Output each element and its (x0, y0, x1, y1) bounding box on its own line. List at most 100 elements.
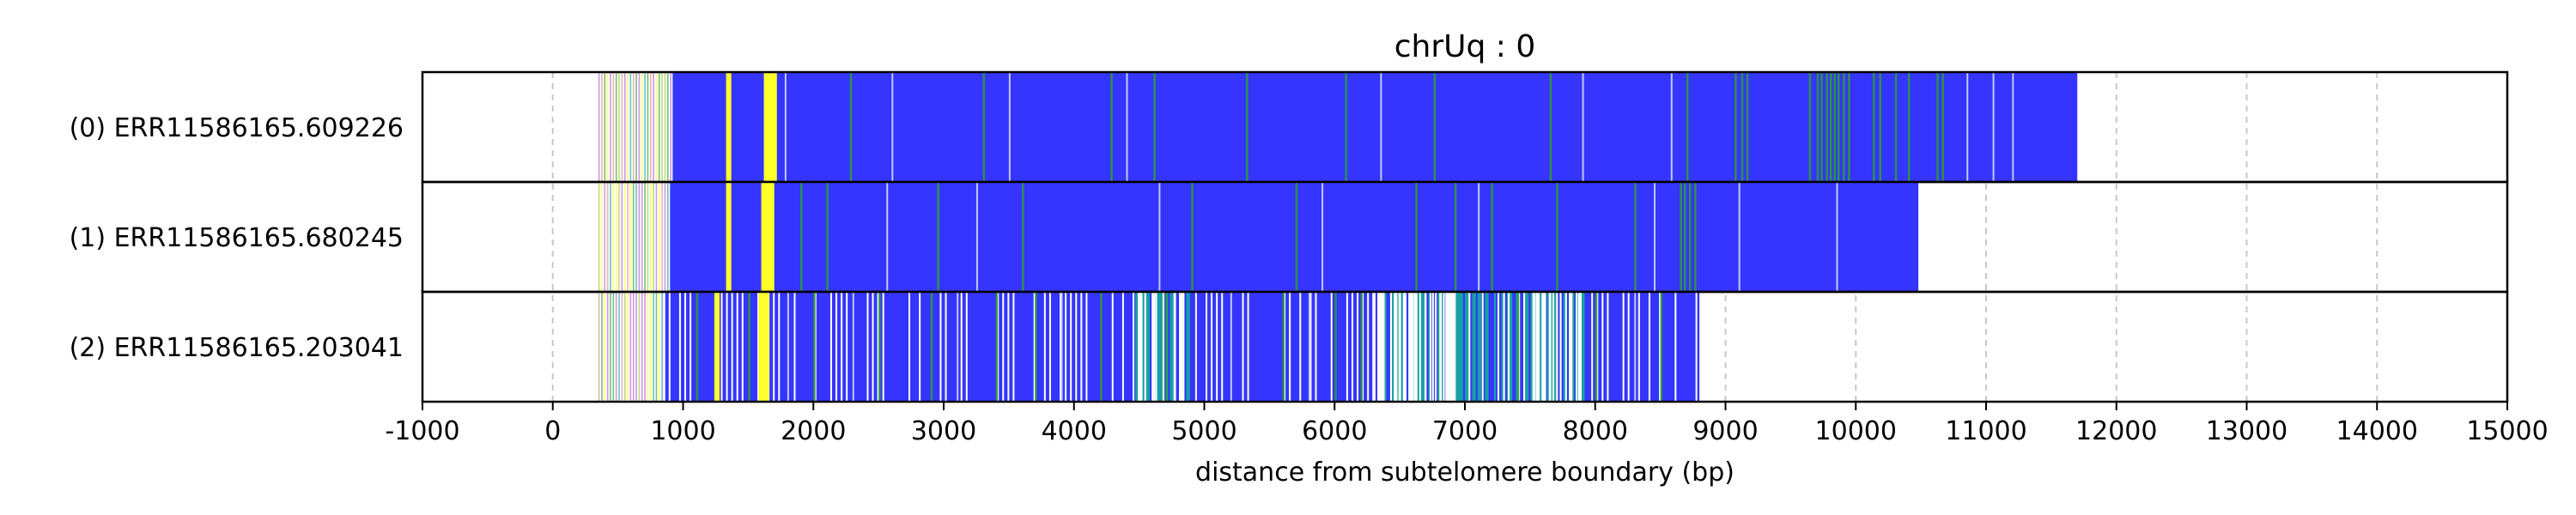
track-mark (1508, 292, 1512, 402)
track-mark (664, 72, 666, 182)
track-mark (1564, 292, 1567, 402)
track-mark (793, 292, 796, 402)
track-mark (957, 292, 959, 402)
track-mark (1182, 292, 1186, 402)
track-mark (1966, 72, 1969, 182)
track-mark (606, 292, 609, 402)
track-mark (1386, 292, 1390, 402)
track-mark (623, 292, 626, 402)
track-mark (1230, 292, 1232, 402)
track-mark (1110, 72, 1113, 182)
track-mark (1065, 292, 1067, 402)
read-label: (1) ERR11586165.680245 (70, 223, 404, 253)
track-mark (1695, 292, 1698, 402)
track-mark (1537, 292, 1541, 402)
track-mark (1168, 292, 1171, 402)
track-mark (1541, 292, 1545, 402)
track-mark (1532, 292, 1536, 402)
track-mark (1569, 292, 1572, 402)
track-mark (601, 182, 603, 292)
track-mark (1559, 292, 1563, 402)
track-mark (1367, 292, 1370, 402)
track-mark (615, 182, 617, 292)
track-mark (1454, 182, 1457, 292)
track-mark (1820, 72, 1823, 182)
track-mark (649, 182, 652, 292)
track-mark (1430, 292, 1432, 402)
track-mark (877, 292, 879, 402)
track-mark (661, 292, 663, 402)
track-mark (1171, 292, 1176, 402)
track-mark (1595, 292, 1598, 402)
track-mark (1381, 292, 1384, 402)
track-mark (629, 72, 632, 182)
track-mark (1308, 292, 1310, 402)
x-tick-label: 4000 (1042, 416, 1107, 446)
track-mark (1534, 292, 1536, 402)
track-mark (1826, 72, 1828, 182)
track-mark (813, 292, 816, 402)
track-mark (1437, 292, 1441, 402)
track-mark (647, 292, 649, 402)
track-mark (1838, 72, 1840, 182)
track-mark (1829, 72, 1832, 182)
track-mark (1808, 72, 1812, 182)
x-tick-label: 9000 (1692, 416, 1758, 446)
track-mark (1659, 292, 1662, 402)
track-mark (1408, 292, 1411, 402)
x-tick-label: 2000 (781, 416, 846, 446)
track-mark (1549, 72, 1552, 182)
track-segment (672, 72, 2078, 182)
track-mark (1654, 182, 1656, 292)
track-mark (1510, 292, 1514, 402)
track-mark (612, 182, 615, 292)
x-tick-label: 1000 (650, 416, 715, 446)
track-mark (1443, 292, 1447, 402)
track-mark (638, 292, 641, 402)
track-mark (658, 182, 660, 292)
track-mark (1941, 72, 1944, 182)
track-mark (1836, 182, 1838, 292)
track-mark (1522, 292, 1527, 402)
x-axis-label: distance from subtelomere boundary (bp) (1195, 457, 1735, 488)
track-mark (787, 292, 789, 402)
x-tick-label: 12000 (2075, 416, 2157, 446)
plot-area (421, 70, 2509, 403)
track-mark (678, 292, 681, 402)
track-mark (1158, 292, 1163, 402)
track-mark (1581, 292, 1585, 402)
track-mark (1129, 292, 1133, 402)
track-mark (1412, 292, 1415, 402)
track-mark (1554, 292, 1558, 402)
track-mark (1111, 292, 1114, 402)
track-mark (653, 72, 654, 182)
track-mark (647, 182, 649, 292)
track-mark (1360, 292, 1364, 402)
track-mark (1488, 292, 1492, 402)
track-mark (1166, 292, 1170, 402)
track-mark (714, 292, 720, 402)
track-mark (641, 182, 643, 292)
track-mark (1448, 292, 1452, 402)
track-mark (632, 72, 635, 182)
track-mark (1894, 72, 1898, 182)
track-mark (1454, 292, 1457, 402)
track-mark (1127, 292, 1132, 402)
track-mark (623, 72, 626, 182)
track-mark (1436, 292, 1439, 402)
track-mark (1545, 292, 1548, 402)
track-mark (1843, 72, 1845, 182)
x-tick-label: 13000 (2206, 416, 2287, 446)
track-mark (1452, 292, 1455, 402)
track-mark (1135, 292, 1139, 402)
track-mark (1008, 72, 1011, 182)
track-mark (1683, 182, 1686, 292)
track-mark (623, 182, 626, 292)
track-mark (1576, 292, 1580, 402)
track-mark (756, 292, 759, 402)
track-mark (995, 292, 999, 402)
track-mark (841, 292, 843, 402)
track-mark (726, 72, 732, 182)
track-mark (1572, 292, 1576, 402)
